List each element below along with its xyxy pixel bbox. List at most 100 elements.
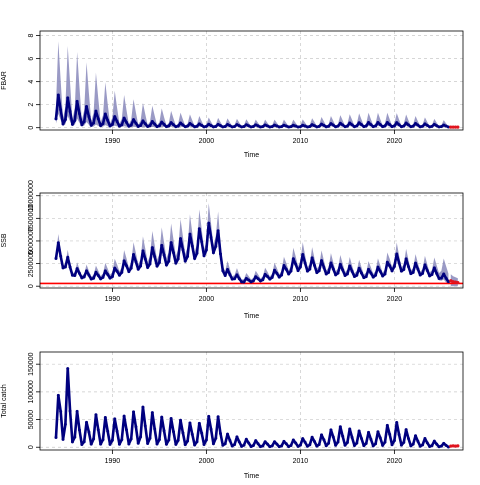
series-median-point bbox=[151, 411, 154, 414]
series-median-point bbox=[336, 440, 339, 443]
series-median-point bbox=[69, 409, 72, 412]
series-median-point bbox=[207, 222, 210, 225]
series-median-point bbox=[433, 440, 436, 443]
series-median-point bbox=[76, 410, 79, 413]
series-median-point bbox=[191, 433, 194, 436]
series-median-point bbox=[219, 432, 222, 435]
uncertainty-band bbox=[56, 41, 448, 127]
series-median-point bbox=[188, 422, 191, 425]
series-median-point bbox=[383, 124, 386, 127]
series-median-point bbox=[80, 443, 83, 446]
series-median-point bbox=[59, 255, 62, 258]
series-median-point bbox=[358, 429, 361, 432]
y-tick-label: 150000 bbox=[28, 352, 35, 375]
series-median-point bbox=[111, 123, 114, 126]
series-median-point bbox=[355, 442, 358, 445]
series-median-point bbox=[430, 273, 433, 276]
series-median-point bbox=[355, 125, 358, 128]
series-median-point bbox=[313, 440, 316, 443]
series-median-point bbox=[111, 275, 114, 278]
series-median-point bbox=[153, 123, 156, 126]
series-median-point bbox=[57, 241, 60, 244]
series-median-point bbox=[374, 274, 377, 277]
series-median-point bbox=[311, 436, 314, 439]
series-median-point bbox=[332, 436, 335, 439]
y-tick-label: 0 bbox=[28, 126, 35, 130]
series-median-point bbox=[320, 433, 323, 436]
x-tick-label: 1990 bbox=[105, 458, 121, 465]
series-median-point bbox=[233, 443, 236, 446]
series-median-point bbox=[118, 443, 121, 446]
series-median-line bbox=[56, 223, 448, 282]
series-median-point bbox=[71, 440, 74, 443]
series-median-point bbox=[151, 246, 154, 249]
series-median-point bbox=[165, 443, 168, 446]
series-median-point bbox=[148, 262, 151, 265]
series-median-point bbox=[141, 406, 144, 409]
series-median-point bbox=[174, 443, 177, 446]
series-median-point bbox=[54, 117, 57, 120]
series-median-point bbox=[78, 272, 81, 275]
y-tick-label: 50000 bbox=[28, 410, 35, 430]
series-median-point bbox=[242, 444, 245, 447]
series-median-point bbox=[101, 438, 104, 441]
series-median-point bbox=[203, 254, 206, 257]
series-median-point bbox=[374, 124, 377, 127]
series-median-point bbox=[179, 419, 182, 422]
series-median-point bbox=[160, 121, 163, 124]
series-median-point bbox=[156, 443, 159, 446]
series-median-point bbox=[329, 428, 332, 431]
series-median-point bbox=[92, 121, 95, 124]
series-median-point bbox=[214, 245, 217, 248]
series-median-point bbox=[76, 267, 79, 270]
series-median-point bbox=[405, 122, 408, 125]
series-median-point bbox=[280, 444, 283, 447]
series-median-point bbox=[327, 442, 330, 445]
series-median-point bbox=[101, 122, 104, 125]
series-median-point bbox=[179, 237, 182, 240]
series-median-point bbox=[369, 438, 372, 441]
series-median-point bbox=[165, 264, 168, 267]
series-median-point bbox=[430, 444, 433, 447]
series-median-point bbox=[78, 112, 81, 115]
series-median-point bbox=[398, 123, 401, 126]
series-median-point bbox=[393, 265, 396, 268]
series-median-point bbox=[386, 424, 389, 427]
series-median-point bbox=[123, 259, 126, 262]
series-median-point bbox=[184, 260, 187, 263]
series-median-point bbox=[123, 117, 126, 120]
series-median-point bbox=[315, 271, 318, 274]
y-axis-label: FBAR bbox=[1, 71, 8, 90]
series-median-point bbox=[118, 274, 121, 277]
series-median-point bbox=[365, 275, 368, 278]
series-median-point bbox=[299, 444, 302, 447]
series-median-point bbox=[376, 266, 379, 269]
series-median-point bbox=[163, 254, 166, 257]
x-axis-label: Time bbox=[244, 313, 259, 320]
series-median-point bbox=[327, 125, 330, 128]
x-tick-label: 2020 bbox=[387, 138, 403, 145]
series-median-point bbox=[414, 434, 417, 437]
series-median-point bbox=[158, 438, 161, 441]
series-median-point bbox=[113, 267, 116, 270]
series-median-point bbox=[177, 257, 180, 260]
series-median-point bbox=[106, 119, 109, 122]
series-median-point bbox=[271, 276, 274, 279]
series-median-point bbox=[393, 439, 396, 442]
series-median-point bbox=[111, 439, 114, 442]
series-median-point bbox=[442, 273, 445, 276]
series-median-point bbox=[224, 125, 227, 128]
series-median-point bbox=[358, 267, 361, 270]
series-median-point bbox=[116, 120, 119, 123]
series-median-point bbox=[113, 115, 116, 118]
series-median-point bbox=[62, 123, 65, 126]
series-median-point bbox=[386, 261, 389, 264]
series-median-point bbox=[66, 367, 69, 370]
series-median-point bbox=[141, 119, 144, 122]
series-median-point bbox=[83, 275, 86, 278]
series-median-point bbox=[383, 272, 386, 275]
series-median-point bbox=[195, 125, 198, 128]
